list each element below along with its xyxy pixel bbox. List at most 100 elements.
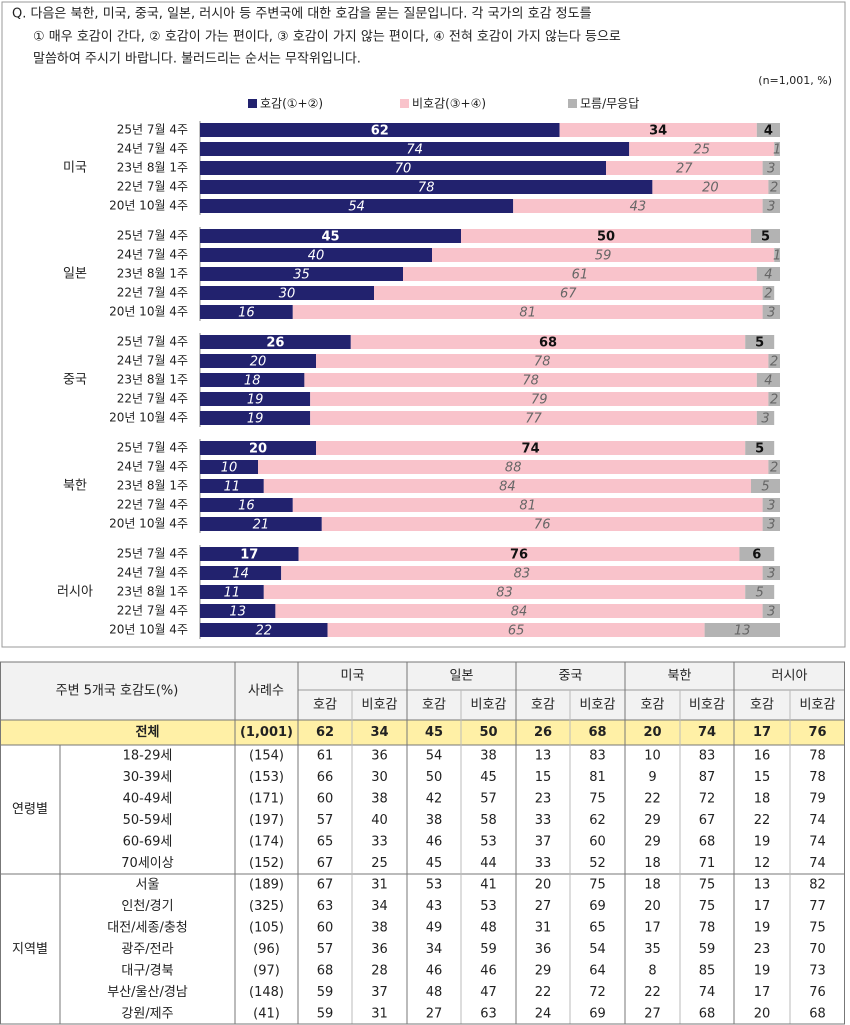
cell-value: 23 xyxy=(754,942,771,957)
n-header: 사례수 xyxy=(248,684,284,699)
cell-value: 33 xyxy=(535,856,552,871)
cell-value: 26 xyxy=(534,725,552,740)
cell-value: 67 xyxy=(317,877,334,892)
bar-segment xyxy=(200,604,276,618)
cell-value: 9 xyxy=(648,770,656,785)
cell-value: 48 xyxy=(426,985,443,1000)
cell-value: 34 xyxy=(426,942,443,957)
cell-value: 49 xyxy=(426,920,443,935)
bar-segment xyxy=(762,517,780,531)
country-header: 북한 xyxy=(668,669,692,684)
row-n: (174) xyxy=(249,834,284,849)
cell-value: 74 xyxy=(809,856,826,871)
value-label: 43 xyxy=(630,200,647,215)
bar-segment xyxy=(310,392,769,406)
category-label: 25년 7월 4주 xyxy=(117,335,188,349)
cell-value: 17 xyxy=(644,920,661,935)
value-label: 17 xyxy=(240,548,258,563)
cell-value: 68 xyxy=(699,834,716,849)
bar-segment xyxy=(200,142,630,156)
bar-segment xyxy=(745,585,775,599)
value-label: 11 xyxy=(224,586,241,601)
value-label: 78 xyxy=(418,181,435,196)
cell-value: 20 xyxy=(643,725,661,740)
cell-value: 77 xyxy=(809,899,826,914)
cell-value: 54 xyxy=(426,748,443,763)
cell-value: 36 xyxy=(535,942,552,957)
value-label: 30 xyxy=(279,287,296,302)
row-label: 18-29세 xyxy=(123,748,173,763)
cell-value: 24 xyxy=(535,1006,552,1021)
cell-value: 52 xyxy=(589,856,606,871)
cell-value: 83 xyxy=(699,748,716,763)
value-label: 84 xyxy=(499,480,516,495)
cell-value: 74 xyxy=(698,725,716,740)
cell-value: 70 xyxy=(809,942,826,957)
cell-value: 48 xyxy=(480,920,497,935)
bar-segment xyxy=(258,460,769,474)
cell-value: 69 xyxy=(589,899,606,914)
cell-value: 78 xyxy=(809,770,826,785)
bar-segment xyxy=(756,373,780,387)
cell-value: 20 xyxy=(754,1006,771,1021)
bar-segment xyxy=(200,354,316,368)
cell-value: 50 xyxy=(479,725,497,740)
category-label: 24년 7월 4주 xyxy=(117,460,188,474)
value-label: 88 xyxy=(505,461,522,476)
bar-segment xyxy=(281,566,763,580)
value-label: 2 xyxy=(764,287,772,302)
cell-value: 53 xyxy=(480,899,497,914)
cell-value: 30 xyxy=(371,770,388,785)
value-label: 76 xyxy=(534,518,551,533)
row-n: (97) xyxy=(253,963,280,978)
cell-value: 72 xyxy=(589,985,606,1000)
value-label: 83 xyxy=(496,586,513,601)
value-label: 78 xyxy=(522,374,539,389)
value-label: 61 xyxy=(572,268,589,283)
cell-value: 31 xyxy=(371,877,388,892)
value-label: 22 xyxy=(256,624,273,639)
cell-value: 63 xyxy=(480,1006,497,1021)
sub-header: 비호감 xyxy=(471,698,507,713)
cell-value: 27 xyxy=(644,1006,661,1021)
cell-value: 53 xyxy=(480,834,497,849)
country-header: 미국 xyxy=(341,669,365,684)
bar-segment xyxy=(298,547,740,561)
category-label: 24년 7월 4주 xyxy=(117,566,188,580)
value-label: 6 xyxy=(752,548,761,563)
cell-value: 74 xyxy=(809,813,826,828)
cell-value: 72 xyxy=(699,791,716,806)
value-label: 27 xyxy=(676,162,693,177)
value-label: 18 xyxy=(244,374,261,389)
row-n: (96) xyxy=(253,942,280,957)
cell-value: 68 xyxy=(317,963,334,978)
row-n: (1,001) xyxy=(240,725,293,740)
bar-segment xyxy=(762,566,780,580)
cell-value: 34 xyxy=(371,899,388,914)
cell-value: 42 xyxy=(426,791,443,806)
category-label: 20년 10월 4주 xyxy=(109,411,188,425)
bar-segment xyxy=(200,623,328,637)
bar-segment xyxy=(461,229,751,243)
bar-segment xyxy=(751,229,780,243)
cell-value: 40 xyxy=(371,813,388,828)
value-label: 3 xyxy=(767,518,775,533)
cell-value: 22 xyxy=(644,985,661,1000)
category-label: 24년 7월 4주 xyxy=(117,248,188,262)
cell-value: 12 xyxy=(754,856,771,871)
row-n: (153) xyxy=(249,770,284,785)
row-label: 70세이상 xyxy=(121,856,173,871)
bar-segment xyxy=(200,180,653,194)
bar-segment xyxy=(292,305,763,319)
cell-value: 46 xyxy=(426,963,443,978)
bar-segment xyxy=(200,123,560,137)
cell-value: 50 xyxy=(426,770,443,785)
cell-value: 79 xyxy=(809,791,826,806)
bar-segment xyxy=(327,623,705,637)
bar-segment xyxy=(768,460,780,474)
cell-value: 65 xyxy=(317,834,334,849)
cell-value: 66 xyxy=(317,770,334,785)
table-title: 주변 5개국 호감도(%) xyxy=(56,684,179,699)
bar-segment xyxy=(756,123,780,137)
bar-segment xyxy=(350,335,746,349)
